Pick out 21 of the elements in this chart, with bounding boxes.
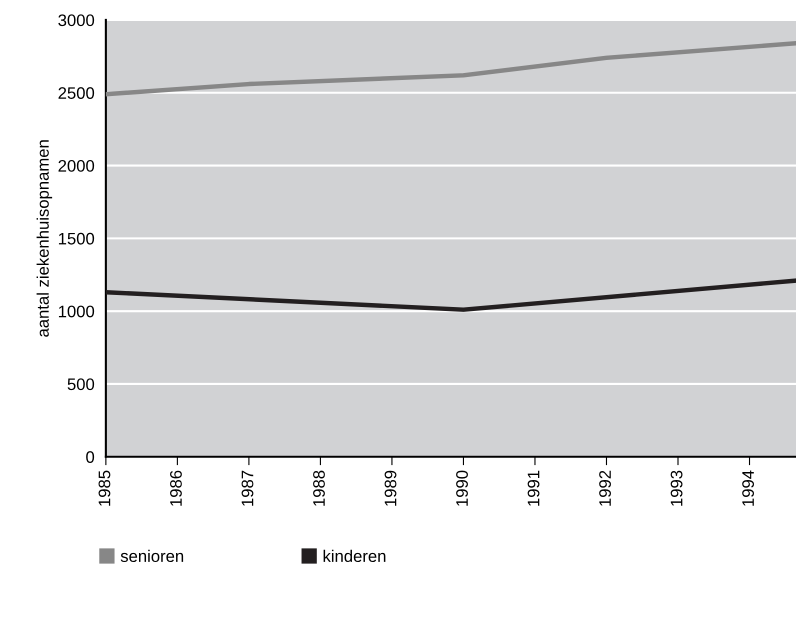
y-tick-label: 2000 (58, 160, 94, 172)
x-tick-label: 1987 (242, 470, 254, 506)
x-tick-label: 1994 (742, 470, 754, 506)
x-tick-label: 1988 (313, 470, 325, 506)
legend-label: senioren (120, 550, 184, 562)
line-series (106, 41, 796, 96)
x-tick-label: 1990 (456, 470, 468, 506)
x-tick-label: 1991 (528, 470, 540, 506)
y-tick-label: 2500 (58, 87, 94, 99)
y-tick-label: 3000 (58, 14, 94, 26)
y-tick-label: 0 (86, 451, 94, 463)
x-tick-label: 1989 (384, 470, 396, 506)
y-tick-label: 1000 (58, 306, 94, 318)
x-tick-label: 1986 (170, 470, 182, 506)
legend-label: kinderen (324, 550, 386, 562)
x-tick-label: 1985 (98, 470, 110, 506)
x-tick-label: 1992 (599, 470, 611, 506)
y-tick-label: 500 (68, 378, 94, 390)
y-axis-title: aantal ziekenhuisopnamen (36, 140, 52, 337)
y-tick-label: 1500 (58, 232, 94, 245)
x-tick-label: 1993 (670, 470, 682, 506)
